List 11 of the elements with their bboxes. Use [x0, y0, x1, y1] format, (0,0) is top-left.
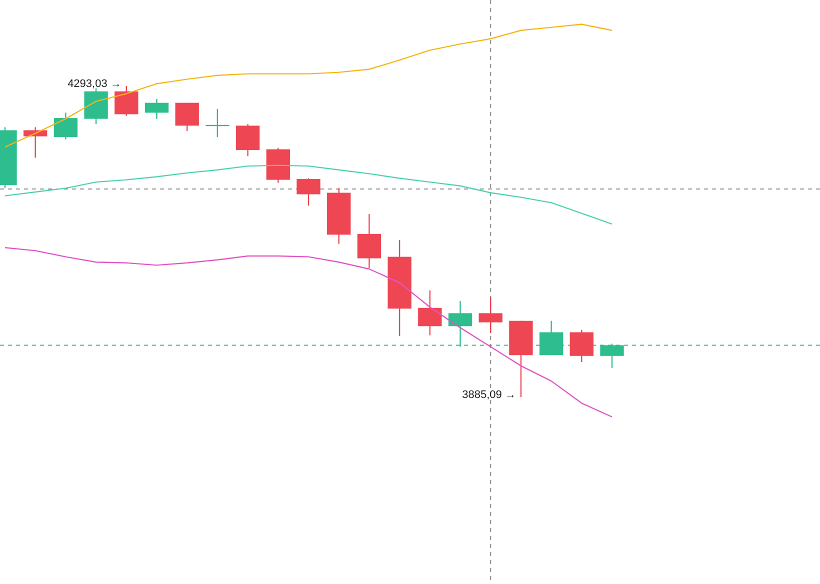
candlestick [478, 296, 502, 334]
candlestick [175, 102, 199, 132]
candlestick [144, 98, 169, 120]
candlestick [24, 126, 48, 158]
annotation: 3885,09 → [462, 389, 516, 401]
annotation: 4293,03 → [68, 78, 122, 90]
candlestick [418, 290, 442, 336]
candlestick [296, 178, 320, 206]
candlestick [114, 85, 138, 116]
candlestick [54, 112, 78, 140]
candlestick [570, 329, 594, 363]
